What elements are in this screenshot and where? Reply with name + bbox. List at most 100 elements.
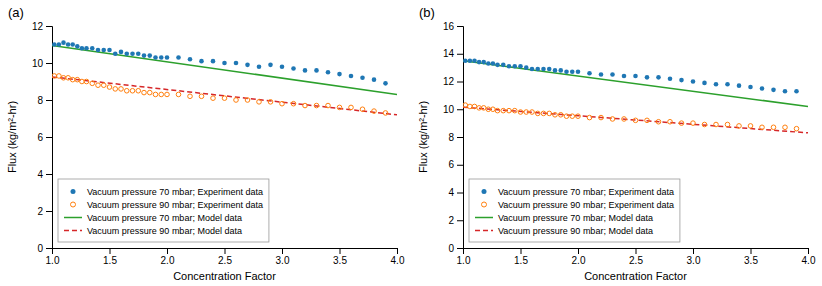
data-point: [66, 42, 71, 47]
legend-entry: Vacuum pressure 90 mbar; Model data: [475, 226, 653, 236]
data-point: [136, 51, 141, 56]
x-tick: 3.0: [276, 248, 290, 266]
data-point: [518, 64, 523, 69]
data-point: [245, 98, 250, 103]
data-point: [501, 63, 506, 68]
x-tick-label: 4.0: [802, 255, 816, 266]
data-point: [303, 103, 308, 108]
x-tick: 2.5: [218, 248, 232, 266]
data-point: [124, 88, 129, 93]
y-tick-label: 12: [443, 76, 455, 87]
x-tick: 1.5: [103, 248, 117, 266]
data-point: [349, 105, 354, 110]
data-point: [783, 89, 788, 94]
y-tick-mark: [457, 193, 463, 194]
data-point: [491, 61, 496, 66]
legend-label: Vacuum pressure 90 mbar; Experiment data: [498, 200, 674, 210]
x-tick: 2.5: [629, 248, 643, 266]
data-point: [558, 113, 563, 118]
model-line: [52, 77, 397, 115]
y-tick-mark: [457, 248, 463, 249]
plot-area: [463, 58, 808, 132]
data-point: [159, 92, 164, 97]
data-point: [75, 44, 80, 49]
data-point: [90, 46, 95, 51]
data-point: [486, 107, 491, 112]
data-point: [463, 58, 468, 63]
x-tick: 1.0: [457, 248, 471, 266]
data-point: [303, 68, 308, 73]
data-point: [794, 126, 799, 131]
x-tick: 2.0: [161, 248, 175, 266]
data-point: [84, 46, 89, 51]
data-point: [57, 74, 62, 79]
y-tick-label: 14: [443, 48, 455, 59]
data-point: [199, 59, 204, 64]
data-point: [576, 69, 581, 74]
data-point: [587, 71, 592, 76]
data-point: [61, 76, 66, 81]
data-point: [530, 67, 535, 72]
data-point: [372, 77, 377, 82]
data-point: [714, 82, 719, 87]
data-point: [360, 107, 365, 112]
data-point: [257, 100, 262, 105]
data-point: [783, 125, 788, 130]
data-point: [70, 77, 75, 82]
data-point: [633, 74, 638, 79]
data-point: [463, 103, 468, 108]
legend-swatch: [64, 217, 82, 219]
data-point: [564, 69, 569, 74]
x-tick-label: 3.5: [333, 255, 347, 266]
x-axis: 1.01.52.02.53.03.54.0: [457, 248, 816, 266]
data-point: [481, 60, 486, 65]
y-tick-label: 12: [32, 21, 44, 32]
data-point: [599, 72, 604, 77]
legend-label: Vacuum pressure 70 mbar; Model data: [87, 213, 242, 223]
y-tick-mark: [46, 248, 52, 249]
y-tick-label: 6: [37, 132, 43, 143]
data-point: [337, 105, 342, 110]
data-point: [472, 104, 477, 109]
data-point: [468, 104, 473, 109]
data-point: [136, 88, 141, 93]
panel: 1.01.52.02.53.03.54.0024681012Concentrat…: [6, 5, 405, 282]
legend-swatch: [71, 202, 76, 207]
data-point: [524, 110, 529, 115]
data-point: [507, 108, 512, 113]
data-point: [760, 86, 765, 91]
legend-label: Vacuum pressure 70 mbar; Experiment data: [87, 187, 263, 197]
legend-entry: Vacuum pressure 90 mbar; Experiment data: [71, 200, 263, 210]
data-point: [113, 87, 118, 92]
x-tick-label: 2.5: [629, 255, 643, 266]
data-point: [107, 85, 112, 90]
data-point: [771, 88, 776, 93]
x-tick-label: 1.5: [514, 255, 528, 266]
x-tick-label: 2.0: [161, 255, 175, 266]
data-point: [188, 57, 193, 62]
legend-label: Vacuum pressure 70 mbar; Model data: [498, 213, 653, 223]
data-point: [468, 58, 473, 63]
data-point: [691, 79, 696, 84]
data-point: [547, 67, 552, 72]
data-point: [176, 92, 181, 97]
x-tick-label: 4.0: [391, 255, 405, 266]
x-tick-mark: [282, 248, 283, 254]
y-axis: 0246810121416: [443, 21, 464, 254]
data-point: [477, 106, 482, 111]
data-point: [159, 55, 164, 60]
data-point: [472, 58, 477, 63]
data-point: [222, 61, 227, 66]
data-point: [501, 108, 506, 113]
data-point: [80, 79, 85, 84]
legend-swatch: [475, 217, 493, 219]
data-point: [748, 124, 753, 129]
data-point: [737, 124, 742, 129]
x-tick-label: 1.5: [103, 255, 117, 266]
data-point: [668, 76, 673, 81]
data-point: [547, 111, 552, 116]
data-point: [119, 50, 124, 55]
x-tick: 4.0: [391, 248, 405, 266]
data-point: [234, 98, 239, 103]
y-tick-mark: [457, 165, 463, 166]
